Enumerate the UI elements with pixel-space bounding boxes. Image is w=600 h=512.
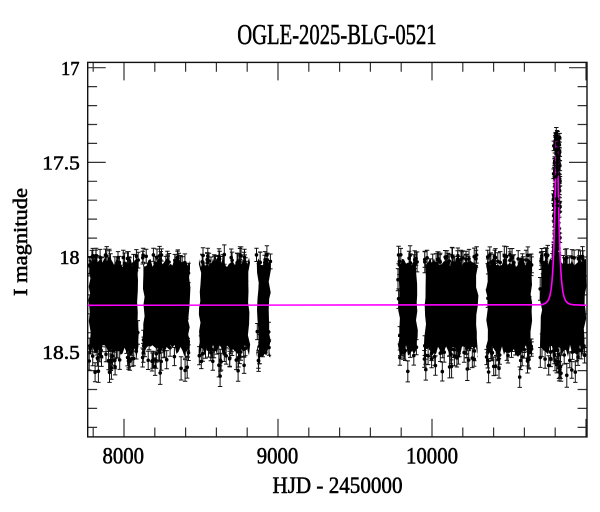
svg-text:9000: 9000 — [257, 444, 299, 470]
svg-text:OGLE-2025-BLG-0521: OGLE-2025-BLG-0521 — [237, 20, 436, 51]
svg-text:I magnitude: I magnitude — [10, 188, 32, 296]
svg-text:HJD - 2450000: HJD - 2450000 — [273, 473, 403, 499]
svg-text:8000: 8000 — [103, 444, 145, 470]
svg-text:17.5: 17.5 — [42, 153, 80, 175]
svg-text:18.5: 18.5 — [42, 342, 80, 364]
svg-text:10000: 10000 — [406, 444, 458, 470]
svg-text:18: 18 — [60, 247, 80, 269]
svg-text:17: 17 — [61, 58, 80, 80]
